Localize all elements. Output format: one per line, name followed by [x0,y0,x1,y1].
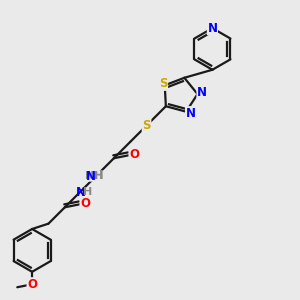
Text: O: O [129,148,139,161]
Text: N: N [186,106,196,120]
Text: NH: NH [85,171,103,181]
Text: N: N [76,186,86,199]
Text: H: H [94,171,103,181]
Text: N: N [207,22,218,34]
Text: N: N [86,169,96,183]
Text: S: S [142,119,151,132]
Text: O: O [80,197,90,210]
Text: H: H [83,188,92,197]
Text: O: O [27,278,37,291]
Text: N: N [197,86,207,99]
Text: S: S [159,77,167,90]
